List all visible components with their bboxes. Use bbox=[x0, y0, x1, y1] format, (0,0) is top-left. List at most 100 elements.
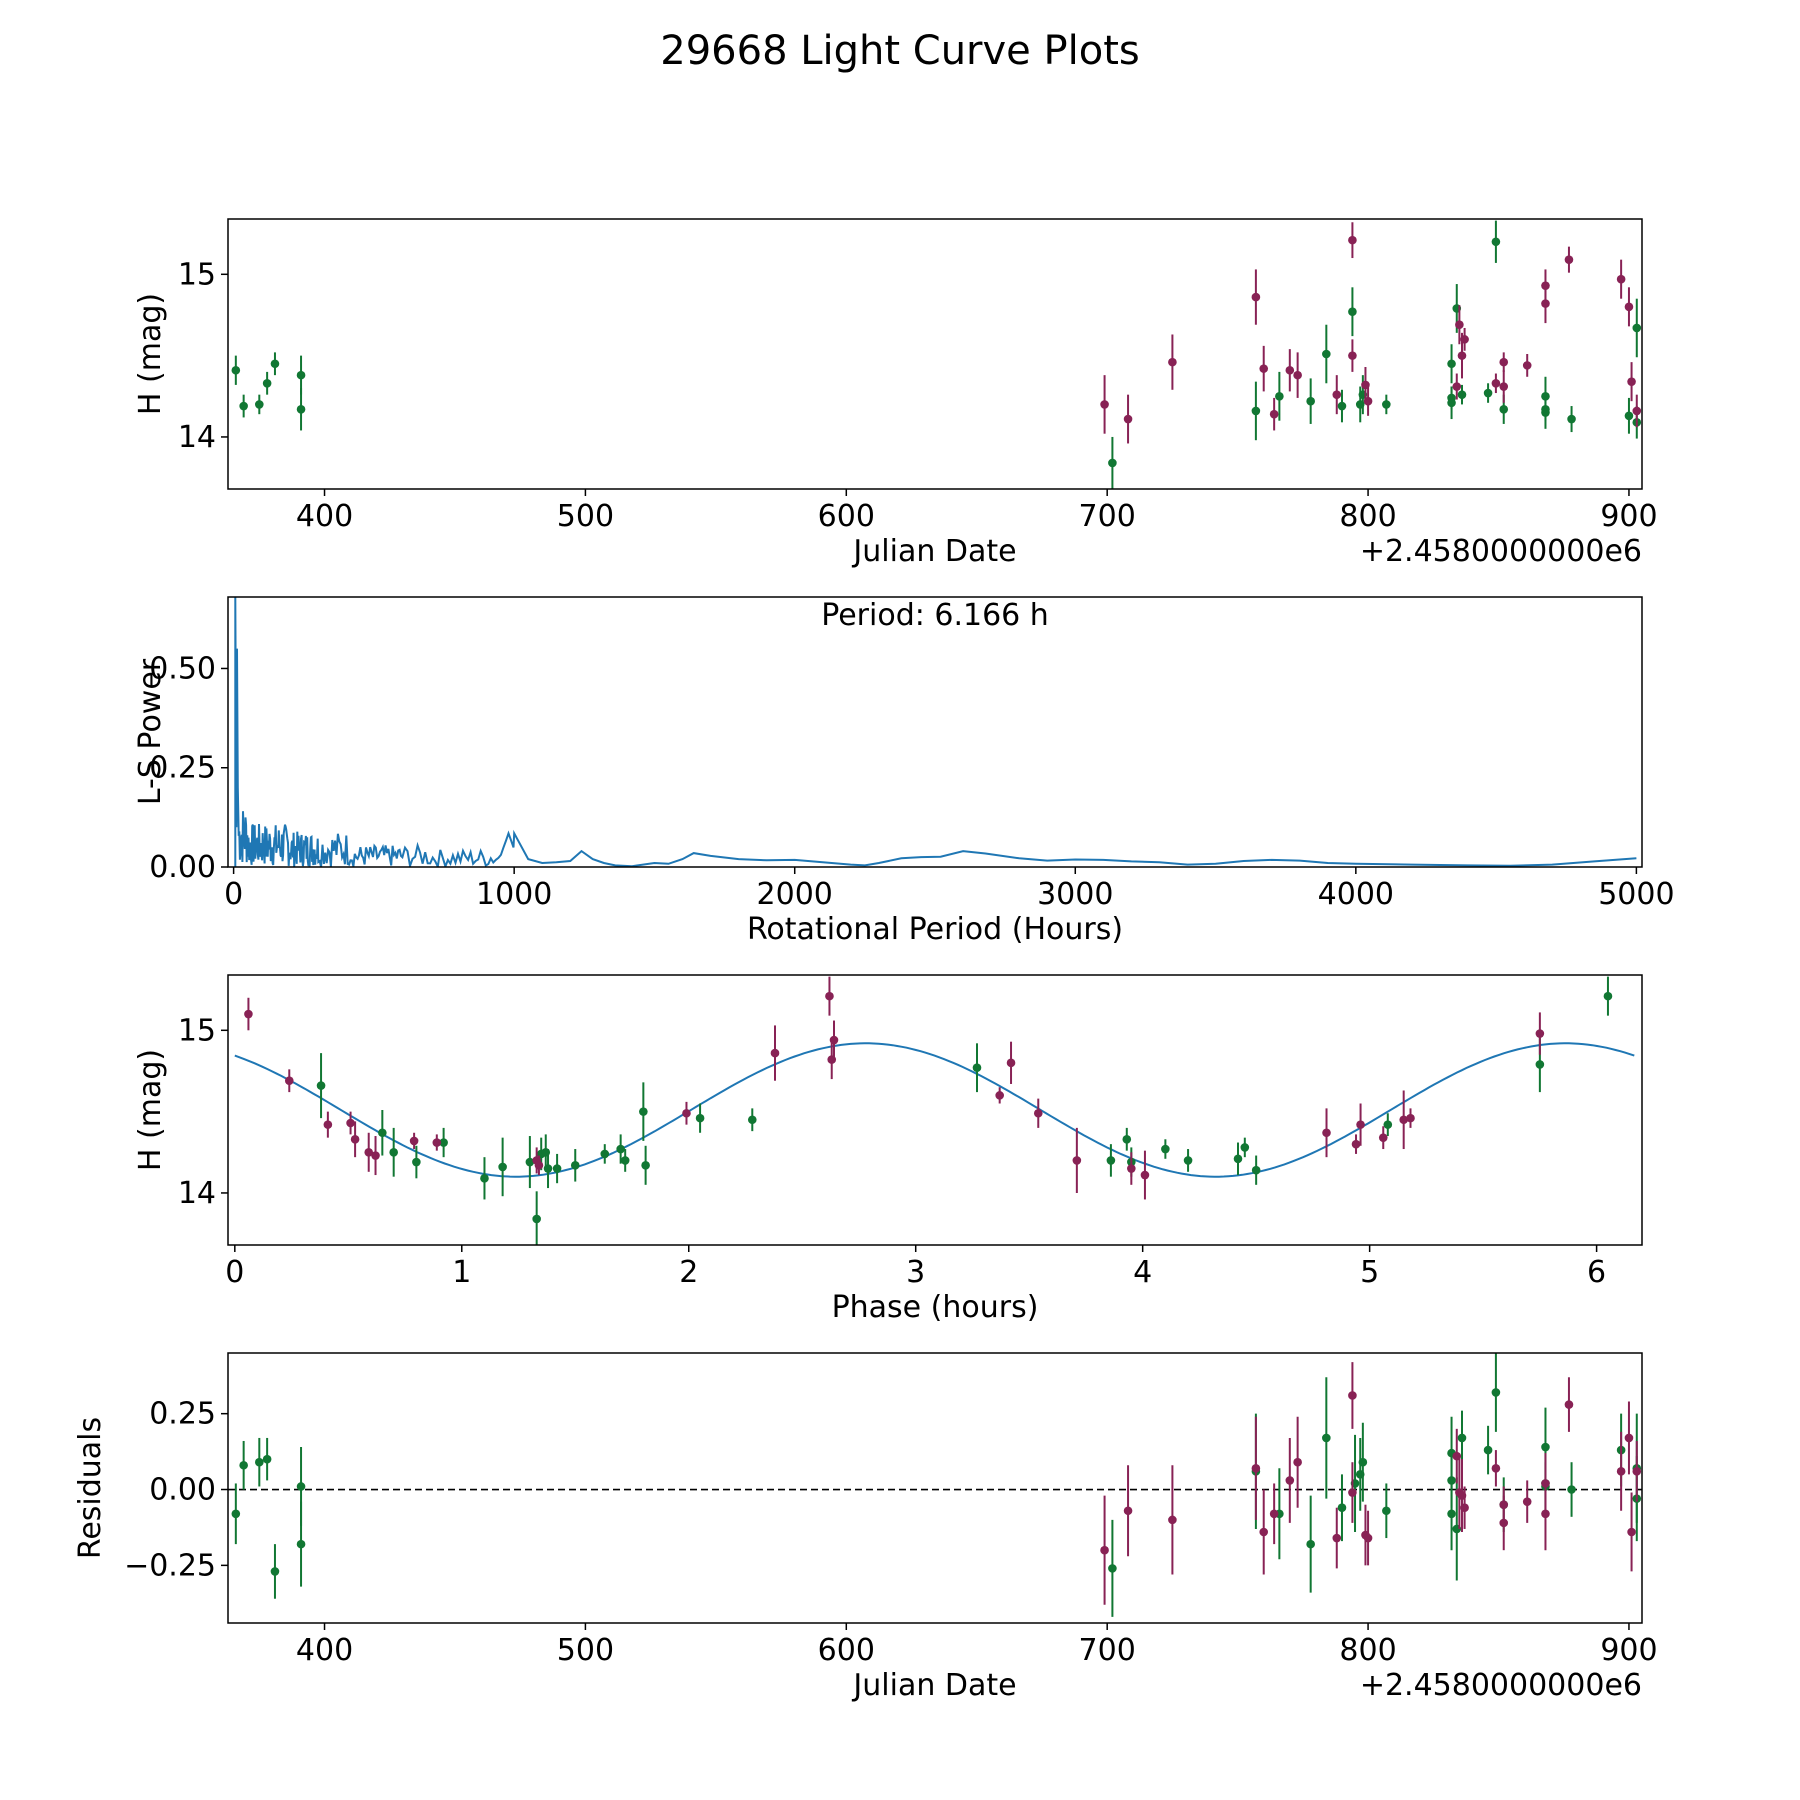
y-axis-label: L-S Power bbox=[133, 658, 168, 805]
data-point-green bbox=[1108, 458, 1117, 468]
data-point-maroon bbox=[995, 1091, 1004, 1100]
data-point-maroon bbox=[1499, 357, 1509, 367]
panel-periodogram: 0 1000 2000 3000 4000 5000 0.00 0.25 0.50 Rotatio… bbox=[133, 596, 1675, 947]
x-tick-label: 3000 bbox=[1037, 877, 1113, 912]
data-point-green bbox=[1541, 408, 1550, 417]
data-point-green bbox=[1383, 1120, 1393, 1129]
data-point-green bbox=[1183, 1156, 1193, 1165]
data-point-green bbox=[570, 1161, 580, 1170]
data-point-maroon bbox=[1322, 1128, 1331, 1138]
data-point-green bbox=[1358, 1457, 1368, 1467]
x-tick-label: 2000 bbox=[757, 877, 833, 912]
y-axis-label: H (mag) bbox=[133, 293, 168, 415]
x-tick-label: 500 bbox=[557, 499, 614, 534]
data-point-green bbox=[255, 400, 264, 409]
data-point-green bbox=[389, 1147, 398, 1157]
data-point-maroon bbox=[1168, 357, 1177, 367]
data-point-maroon bbox=[1522, 361, 1532, 370]
x-axis-label: Julian Date bbox=[851, 1668, 1016, 1703]
plot-data-layer bbox=[234, 597, 1637, 867]
data-point-maroon bbox=[1251, 1463, 1261, 1473]
data-point-maroon bbox=[1499, 382, 1509, 391]
data-point-green bbox=[972, 1063, 982, 1073]
data-point-green bbox=[296, 1539, 306, 1549]
data-point-maroon bbox=[350, 1134, 360, 1144]
data-point-maroon bbox=[1123, 414, 1133, 424]
plot-data-layer bbox=[231, 220, 1642, 489]
data-point-maroon bbox=[371, 1151, 380, 1160]
data-point-green bbox=[270, 1567, 280, 1576]
data-point-green bbox=[296, 1482, 306, 1491]
data-point-green bbox=[552, 1164, 562, 1173]
data-point-maroon bbox=[346, 1118, 355, 1128]
data-point-green bbox=[1483, 388, 1493, 398]
x-tick-label: 1000 bbox=[476, 877, 552, 912]
data-point-green bbox=[1106, 1156, 1116, 1165]
data-point-green bbox=[525, 1157, 535, 1167]
data-point-green bbox=[1275, 391, 1284, 401]
data-point-green bbox=[1447, 359, 1456, 369]
plot-data-layer bbox=[228, 1353, 1642, 1617]
y-tick-label: 15 bbox=[178, 1013, 216, 1048]
data-point-green bbox=[255, 1457, 264, 1467]
panel-phased-light-curve: 0 1 2 3 4 5 6 14 15 Phase (hours) H (mag) bbox=[133, 974, 1643, 1325]
data-point-green bbox=[239, 401, 248, 411]
x-tick-label: 900 bbox=[1600, 499, 1657, 534]
data-point-maroon bbox=[1100, 400, 1109, 409]
sinusoid-fit-line bbox=[234, 1042, 1635, 1178]
data-point-green bbox=[270, 359, 280, 369]
x-tick-label: 600 bbox=[818, 499, 875, 534]
data-point-maroon bbox=[1455, 320, 1464, 330]
data-point-maroon bbox=[1491, 1463, 1501, 1473]
y-tick-label: 0.50 bbox=[149, 651, 216, 686]
data-point-maroon bbox=[1348, 1391, 1357, 1400]
x-tick-label: 900 bbox=[1600, 1633, 1657, 1668]
data-point-green bbox=[1306, 396, 1315, 406]
data-point-maroon bbox=[1285, 1476, 1295, 1485]
data-point-green bbox=[1447, 1509, 1456, 1519]
data-point-maroon bbox=[1332, 1533, 1342, 1543]
data-point-green bbox=[641, 1161, 650, 1170]
x-tick-label: 700 bbox=[1079, 499, 1136, 534]
data-point-green bbox=[532, 1214, 541, 1224]
data-point-green bbox=[262, 378, 272, 388]
data-point-green bbox=[543, 1164, 553, 1173]
data-point-maroon bbox=[1399, 1115, 1408, 1125]
data-point-maroon bbox=[1140, 1170, 1150, 1180]
data-point-maroon bbox=[1627, 377, 1636, 386]
x-tick-label: 500 bbox=[557, 1633, 614, 1668]
axes-frame bbox=[227, 974, 1643, 1246]
data-point-maroon bbox=[1541, 299, 1550, 308]
x-tick-label: 400 bbox=[296, 499, 353, 534]
y-tick-label: −0.25 bbox=[124, 1548, 216, 1583]
panel-light-curve: 400 500 600 700 800 900 14 15 Julian Date H (mag)… bbox=[133, 218, 1658, 569]
x-tick-label: 2 bbox=[679, 1255, 698, 1290]
data-point-maroon bbox=[1616, 274, 1626, 284]
data-point-green bbox=[296, 370, 306, 380]
x-tick-label: 600 bbox=[818, 1633, 875, 1668]
x-tick-label: 5 bbox=[1360, 1255, 1379, 1290]
data-point-green bbox=[1251, 406, 1261, 416]
data-point-maroon bbox=[1285, 365, 1295, 375]
data-point-maroon bbox=[1460, 335, 1469, 344]
data-point-green bbox=[1337, 401, 1347, 411]
x-offset-text: +2.4580000000e6 bbox=[1360, 534, 1642, 569]
axes-frame bbox=[227, 596, 1643, 868]
y-axis-label: H (mag) bbox=[133, 1049, 168, 1171]
data-point-green bbox=[262, 1454, 272, 1464]
data-point-green bbox=[1624, 411, 1634, 421]
x-tick-label: 800 bbox=[1339, 499, 1396, 534]
data-point-green bbox=[316, 1081, 326, 1090]
data-point-maroon bbox=[1348, 1488, 1357, 1497]
data-point-maroon bbox=[1127, 1164, 1136, 1173]
data-point-green bbox=[1240, 1143, 1250, 1152]
data-point-green bbox=[1541, 1442, 1550, 1452]
data-point-green bbox=[600, 1149, 610, 1159]
data-point-green bbox=[1499, 405, 1509, 414]
data-point-green bbox=[1122, 1134, 1132, 1144]
data-point-green bbox=[296, 405, 306, 414]
y-tick-label: 0.00 bbox=[149, 850, 216, 885]
data-point-green bbox=[231, 1509, 241, 1519]
data-point-maroon bbox=[432, 1138, 442, 1147]
